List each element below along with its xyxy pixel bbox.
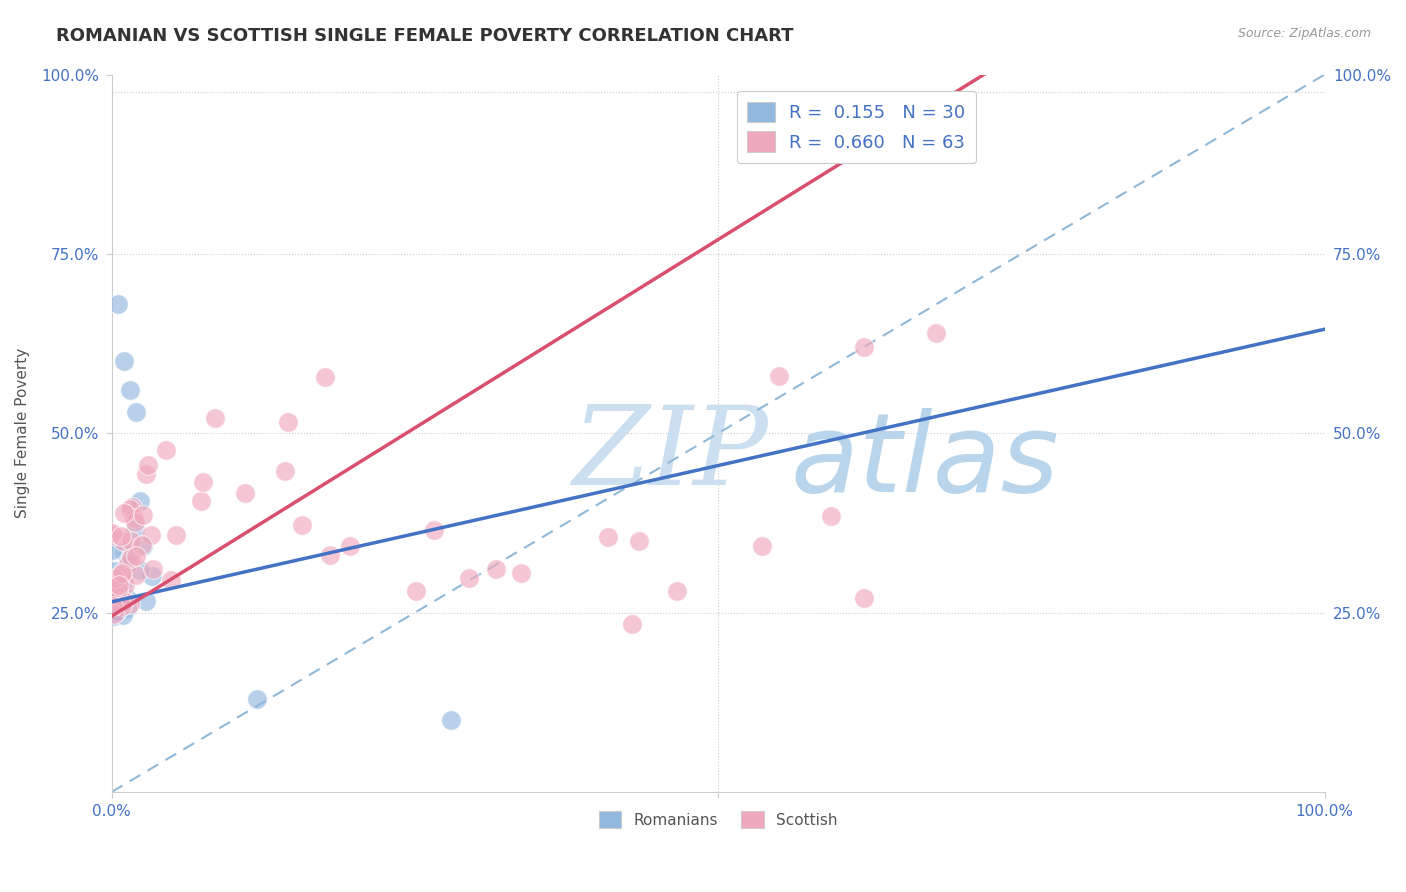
- Point: [124, 568, 146, 582]
- Point: [235, 486, 257, 500]
- Point: [121, 500, 143, 515]
- Point: [107, 297, 129, 311]
- Point: [319, 549, 342, 563]
- Point: [141, 568, 163, 582]
- Point: [751, 540, 773, 554]
- Y-axis label: Single Female Poverty: Single Female Poverty: [15, 348, 30, 518]
- Point: [114, 599, 136, 613]
- Point: [120, 502, 142, 516]
- Point: [100, 526, 122, 541]
- Point: [190, 493, 212, 508]
- Point: [165, 527, 187, 541]
- Point: [105, 604, 128, 618]
- Text: Source: ZipAtlas.com: Source: ZipAtlas.com: [1237, 27, 1371, 40]
- Point: [104, 581, 127, 595]
- Point: [104, 564, 127, 578]
- Point: [101, 527, 124, 541]
- Point: [101, 543, 124, 558]
- Point: [131, 538, 153, 552]
- Point: [117, 558, 139, 572]
- Point: [193, 475, 215, 489]
- Legend: Romanians, Scottish: Romanians, Scottish: [592, 805, 844, 835]
- Point: [101, 599, 124, 613]
- Point: [620, 617, 643, 632]
- Point: [277, 415, 299, 429]
- Point: [115, 591, 138, 605]
- Point: [129, 563, 152, 577]
- Point: [114, 578, 136, 592]
- Point: [925, 326, 948, 340]
- Point: [159, 573, 181, 587]
- Point: [124, 516, 146, 530]
- Point: [107, 583, 129, 598]
- Point: [124, 522, 146, 536]
- Point: [118, 597, 141, 611]
- Text: ZIP: ZIP: [572, 401, 769, 508]
- Point: [598, 530, 620, 544]
- Point: [120, 551, 142, 566]
- Point: [103, 607, 125, 621]
- Point: [509, 566, 531, 580]
- Point: [820, 508, 842, 523]
- Text: ROMANIAN VS SCOTTISH SINGLE FEMALE POVERTY CORRELATION CHART: ROMANIAN VS SCOTTISH SINGLE FEMALE POVER…: [56, 27, 794, 45]
- Point: [423, 523, 446, 537]
- Point: [291, 518, 314, 533]
- Point: [104, 571, 127, 585]
- Point: [274, 464, 297, 478]
- Point: [111, 599, 134, 614]
- Point: [112, 533, 135, 548]
- Point: [108, 577, 131, 591]
- Point: [141, 527, 163, 541]
- Text: atlas: atlas: [792, 409, 1060, 516]
- Point: [112, 506, 135, 520]
- Point: [440, 713, 463, 727]
- Point: [314, 369, 336, 384]
- Point: [132, 539, 155, 553]
- Point: [405, 584, 427, 599]
- Point: [135, 467, 157, 482]
- Point: [110, 567, 132, 582]
- Point: [142, 562, 165, 576]
- Point: [155, 442, 177, 457]
- Point: [112, 593, 135, 607]
- Point: [136, 458, 159, 472]
- Point: [246, 691, 269, 706]
- Point: [118, 383, 141, 397]
- Point: [628, 533, 651, 548]
- Point: [108, 569, 131, 583]
- Point: [103, 582, 125, 596]
- Point: [485, 561, 508, 575]
- Point: [457, 571, 479, 585]
- Point: [129, 494, 152, 508]
- Point: [104, 606, 127, 620]
- Point: [120, 534, 142, 549]
- Point: [101, 569, 124, 583]
- Point: [118, 555, 141, 569]
- Point: [122, 510, 145, 524]
- Point: [103, 570, 125, 584]
- Point: [852, 340, 875, 354]
- Point: [107, 580, 129, 594]
- Point: [135, 594, 157, 608]
- Point: [117, 600, 139, 615]
- Point: [853, 591, 876, 606]
- Point: [118, 557, 141, 571]
- Point: [111, 575, 134, 590]
- Point: [339, 539, 361, 553]
- Point: [112, 354, 135, 368]
- Point: [132, 508, 155, 522]
- Point: [768, 368, 790, 383]
- Point: [125, 405, 148, 419]
- Point: [110, 566, 132, 580]
- Point: [110, 577, 132, 591]
- Point: [110, 529, 132, 543]
- Point: [103, 582, 125, 597]
- Point: [111, 608, 134, 623]
- Point: [204, 411, 226, 425]
- Point: [665, 584, 688, 599]
- Point: [101, 582, 124, 597]
- Point: [125, 549, 148, 564]
- Point: [103, 609, 125, 624]
- Point: [114, 544, 136, 558]
